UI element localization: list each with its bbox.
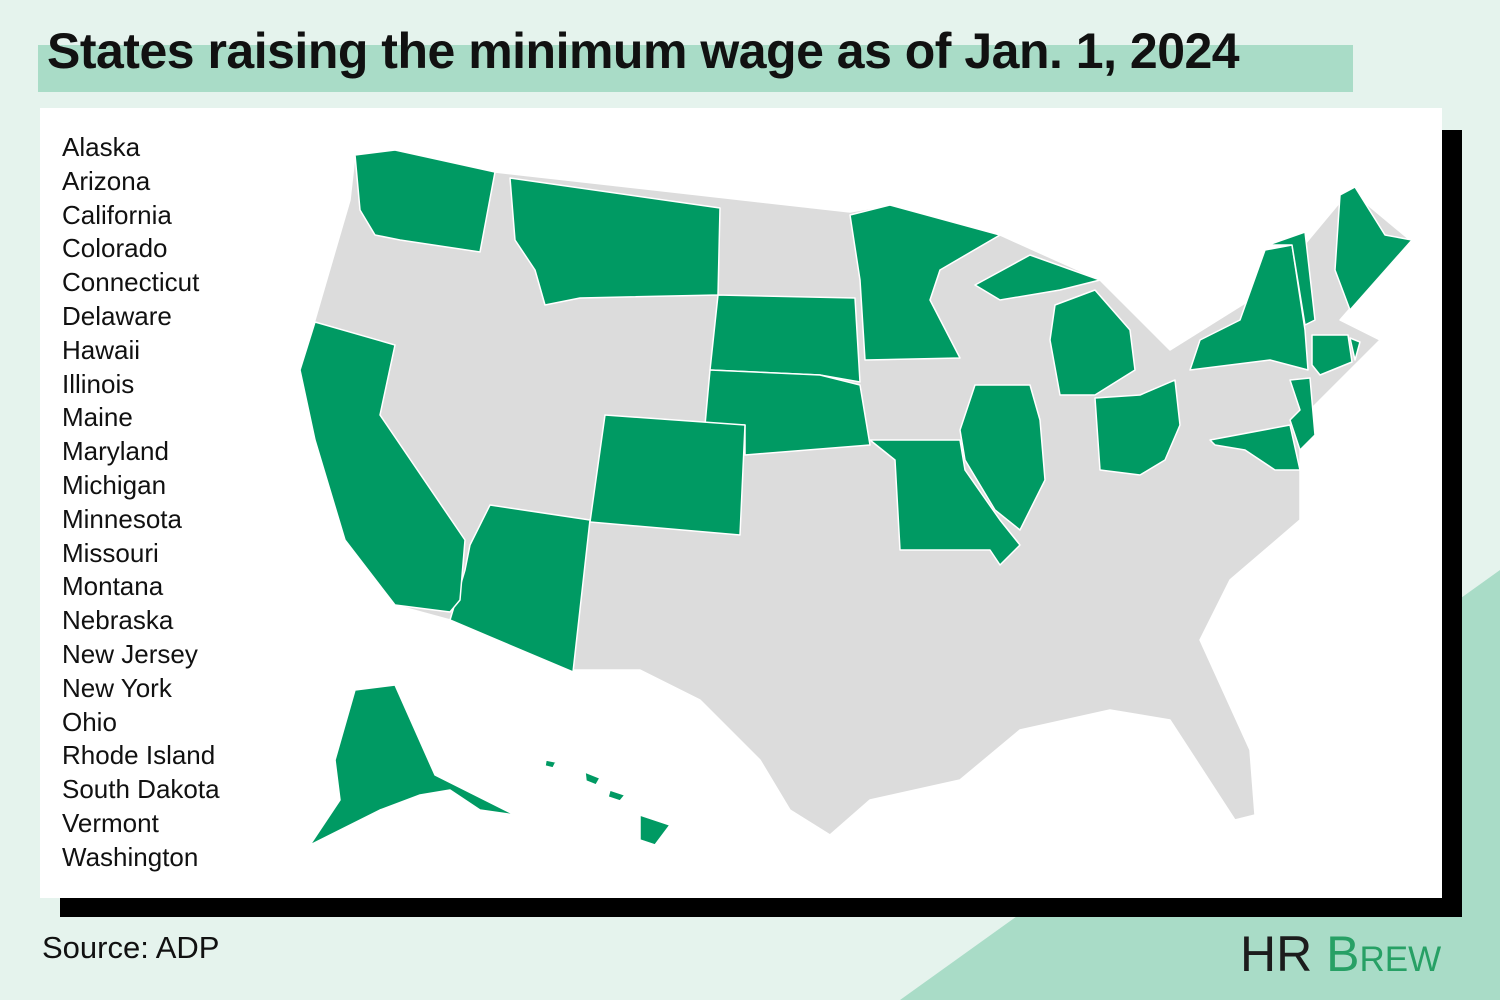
state-name: Ohio	[62, 706, 117, 737]
state-name: Arizona	[62, 165, 151, 196]
state-ct	[1311, 334, 1353, 376]
state-hi	[639, 814, 671, 846]
state-name: Minnesota	[62, 503, 182, 534]
state-ca	[299, 321, 466, 613]
state-ri	[1349, 337, 1361, 361]
state-hi-small	[544, 759, 557, 769]
logo-left: HR	[1240, 926, 1313, 982]
state-mo	[869, 439, 1021, 566]
state-il	[959, 384, 1046, 531]
state-name: Missouri	[62, 537, 159, 568]
state-name: Connecticut	[62, 267, 200, 298]
state-name: New Jersey	[62, 638, 198, 669]
state-list: Alaska Arizona California Colorado Connectic…	[62, 131, 220, 875]
us-outline	[299, 154, 1411, 836]
state-ny	[1189, 244, 1309, 371]
state-name: New York	[62, 672, 172, 703]
state-mi-upper	[974, 254, 1101, 301]
state-mt	[509, 177, 721, 306]
state-name: Colorado	[62, 233, 168, 264]
state-ak	[309, 684, 516, 846]
state-mn	[849, 204, 1001, 361]
state-name: Nebraska	[62, 605, 174, 636]
state-name: Michigan	[62, 469, 167, 500]
state-az	[449, 504, 591, 673]
state-wa	[354, 149, 496, 253]
state-name: Delaware	[62, 300, 172, 331]
logo-right: Brew	[1326, 926, 1442, 982]
state-hi-small	[584, 771, 601, 786]
state-nj	[1289, 377, 1316, 451]
state-sd	[709, 294, 861, 383]
state-md-de	[1209, 424, 1301, 471]
state-name: California	[62, 199, 172, 230]
highlighted-states	[299, 149, 1413, 846]
state-name: Maryland	[62, 436, 169, 467]
state-name: Washington	[62, 841, 199, 872]
source: Source: ADP	[42, 930, 220, 965]
state-vt	[1267, 231, 1316, 326]
state-oh	[1094, 379, 1181, 476]
state-name: Rhode Island	[62, 740, 216, 771]
state-name: Vermont	[62, 807, 159, 838]
map	[299, 149, 1413, 846]
state-hi-small	[607, 789, 626, 802]
state-name: Alaska	[62, 132, 141, 162]
state-name: Hawaii	[62, 334, 141, 365]
title-highlight	[38, 45, 1353, 92]
state-name: South Dakota	[62, 774, 220, 805]
state-co	[589, 414, 746, 536]
state-name: Maine	[62, 402, 133, 433]
state-me	[1334, 186, 1413, 311]
state-mi-lower	[1049, 289, 1136, 396]
logo: HR Brew	[1240, 925, 1441, 983]
state-name: Illinois	[62, 368, 135, 399]
state-name: Montana	[62, 571, 164, 602]
title: States raising the minimum wage as of Ja…	[47, 23, 1240, 79]
